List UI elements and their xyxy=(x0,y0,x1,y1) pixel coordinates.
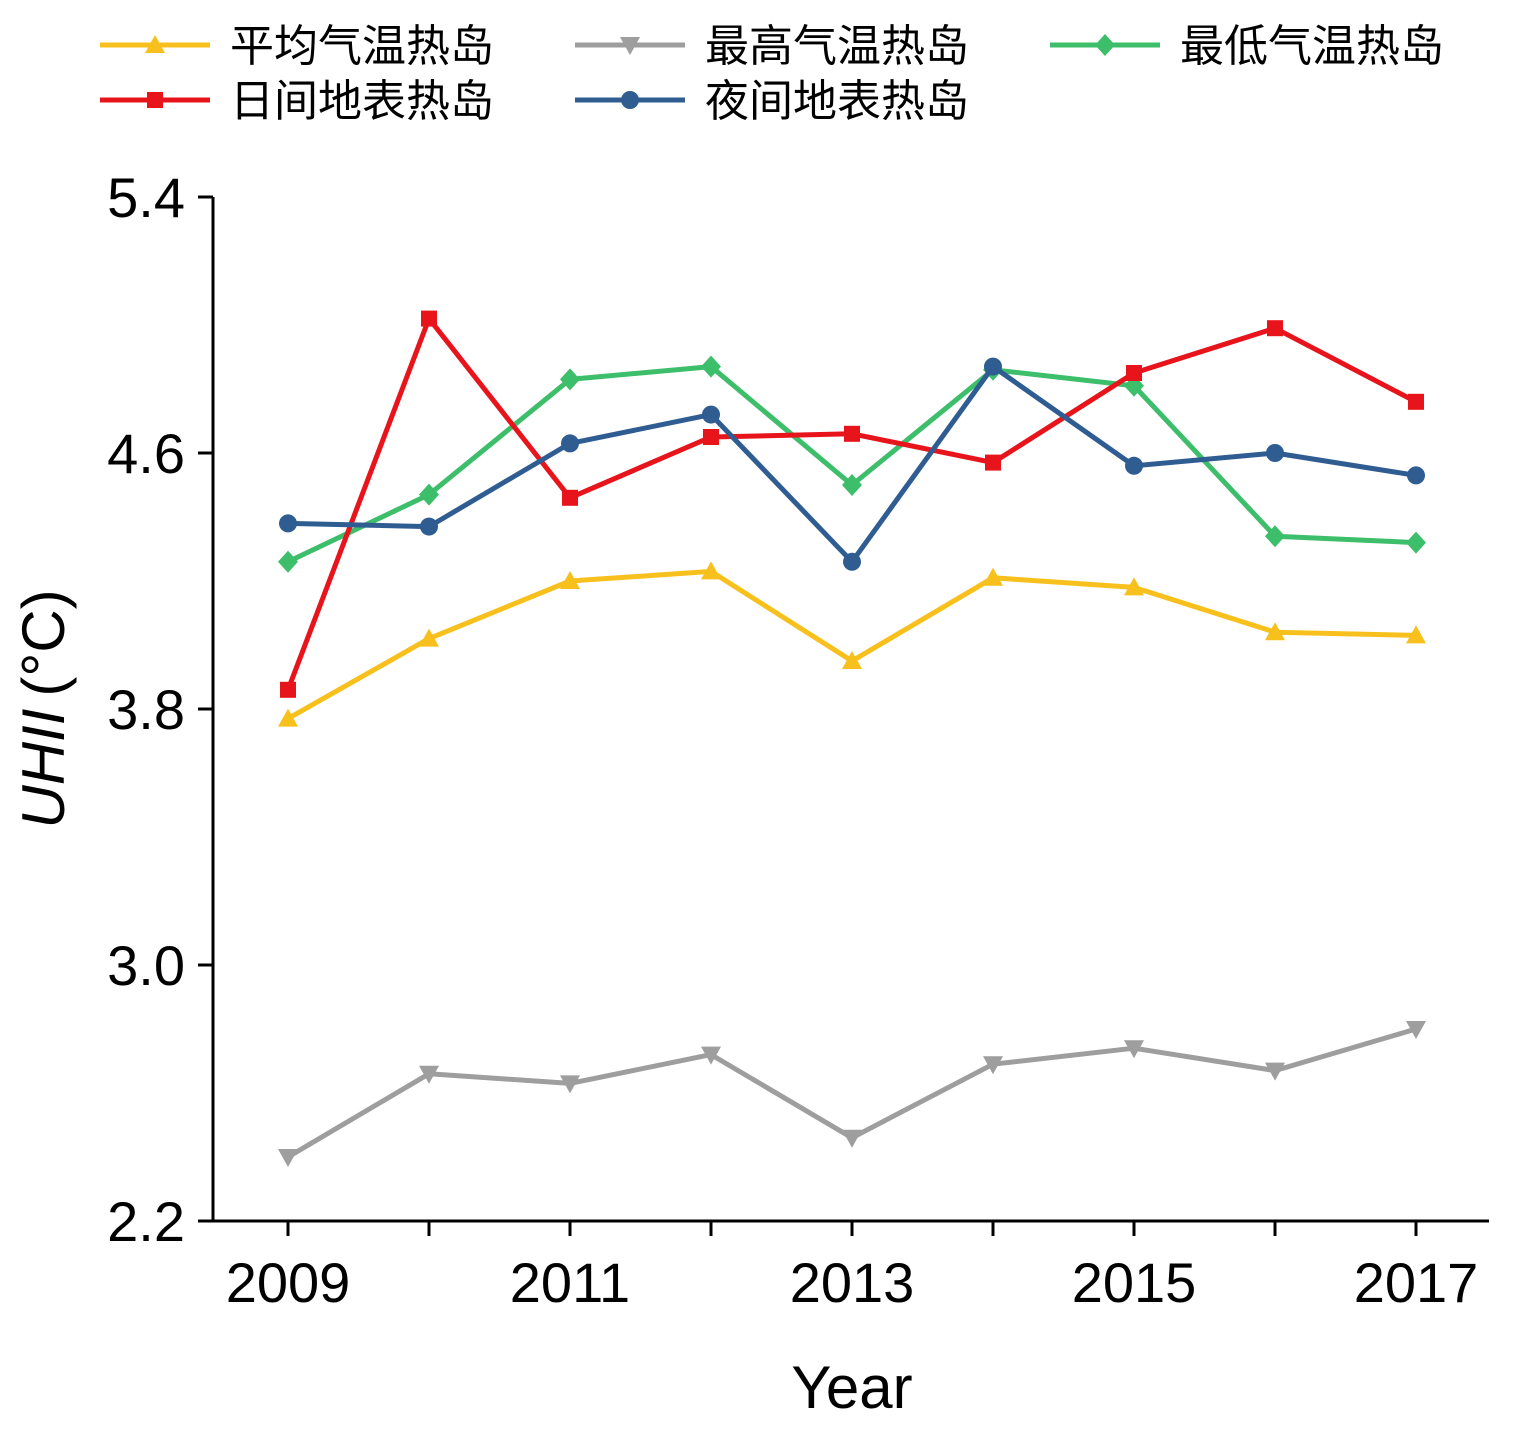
legend-item: 日间地表热岛 xyxy=(100,77,494,126)
series-4 xyxy=(279,357,1425,571)
data-point xyxy=(420,517,438,536)
x-tick-label: 2015 xyxy=(1072,1251,1197,1314)
series-line xyxy=(286,364,1417,565)
data-point xyxy=(561,434,579,453)
data-point xyxy=(985,454,1001,471)
data-point xyxy=(842,474,862,496)
y-tick-label: 3.0 xyxy=(107,934,185,997)
legend-marker xyxy=(621,91,639,109)
data-point xyxy=(1265,622,1285,641)
legend-label: 平均气温热岛 xyxy=(230,22,494,71)
legend-label: 最低气温热岛 xyxy=(1180,22,1444,71)
data-point xyxy=(1266,444,1284,462)
y-axis-title-main: UHII xyxy=(10,709,77,829)
legend-label: 最高气温热岛 xyxy=(705,22,969,71)
y-tick-label: 2.2 xyxy=(107,1190,185,1253)
legend-item: 夜间地表热岛 xyxy=(575,77,969,126)
data-point xyxy=(701,561,721,580)
legend-item: 平均气温热岛 xyxy=(100,22,494,71)
data-point xyxy=(421,310,437,327)
y-tick-label: 5.4 xyxy=(107,166,185,229)
data-point xyxy=(560,571,580,589)
data-point xyxy=(1126,365,1142,381)
data-point xyxy=(701,1046,721,1065)
data-point xyxy=(1406,531,1426,554)
series-0 xyxy=(278,561,1426,727)
data-point xyxy=(843,552,861,571)
data-point xyxy=(842,651,862,669)
legend-label: 日间地表热岛 xyxy=(230,77,494,126)
legend-item: 最低气温热岛 xyxy=(1050,22,1444,71)
data-point xyxy=(1406,625,1426,644)
data-point xyxy=(983,567,1003,586)
data-point xyxy=(702,405,720,424)
data-point xyxy=(1406,1021,1426,1039)
data-point xyxy=(1125,456,1143,475)
data-point xyxy=(1265,525,1285,548)
data-point xyxy=(1267,320,1283,337)
series-3 xyxy=(280,310,1424,698)
x-tick-label: 2011 xyxy=(510,1251,630,1314)
y-tick-label: 4.6 xyxy=(107,422,185,485)
data-point xyxy=(560,368,580,391)
data-point xyxy=(280,681,296,698)
series-2 xyxy=(278,355,1426,573)
data-point xyxy=(701,355,721,378)
data-point xyxy=(419,1065,439,1084)
series-line xyxy=(287,364,1417,565)
legend-marker xyxy=(1095,34,1115,56)
data-point xyxy=(279,514,297,533)
axes xyxy=(211,197,1489,1223)
legend-marker xyxy=(145,35,165,53)
data-point xyxy=(1408,393,1424,410)
legend-marker xyxy=(147,92,163,108)
data-point xyxy=(560,1075,580,1094)
series-line xyxy=(286,568,1417,721)
data-point xyxy=(984,357,1002,376)
data-point xyxy=(1265,1062,1285,1081)
legend-label: 夜间地表热岛 xyxy=(705,77,969,126)
data-point xyxy=(278,1149,298,1167)
x-tick-label: 2017 xyxy=(1354,1251,1479,1314)
data-point xyxy=(278,550,298,573)
data-point xyxy=(1407,466,1425,485)
x-tick-label: 2013 xyxy=(790,1251,915,1314)
data-point xyxy=(562,489,578,506)
y-tick-label: 3.8 xyxy=(107,678,185,741)
data-point xyxy=(278,708,298,727)
data-point xyxy=(1124,1040,1144,1059)
legend-marker xyxy=(620,37,640,55)
data-point xyxy=(983,1056,1003,1075)
x-axis-title: Year xyxy=(791,1354,912,1421)
y-axis-title: UHII (°C) xyxy=(10,589,77,828)
data-point xyxy=(419,628,439,647)
x-tick-label: 2009 xyxy=(226,1251,351,1314)
y-axis-title-unit: (°C) xyxy=(10,589,77,696)
legend-item: 最高气温热岛 xyxy=(575,22,969,71)
data-point xyxy=(703,429,719,445)
series-1 xyxy=(278,1021,1426,1167)
data-point xyxy=(419,483,439,506)
data-point xyxy=(842,1129,862,1148)
data-point xyxy=(1124,577,1144,596)
data-point xyxy=(844,425,860,442)
